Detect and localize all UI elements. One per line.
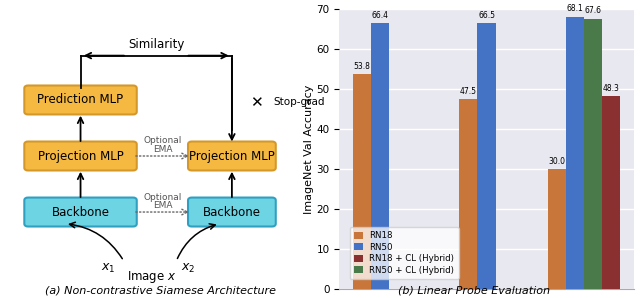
Text: Projection MLP: Projection MLP — [38, 150, 124, 162]
FancyBboxPatch shape — [188, 142, 276, 170]
Text: Similarity: Similarity — [128, 38, 184, 52]
Text: Optional: Optional — [143, 193, 182, 201]
Text: 66.4: 66.4 — [371, 11, 388, 20]
Text: Stop-grad: Stop-grad — [273, 97, 325, 107]
Legend: RN18, RN50, RN18 + CL (Hybrid), RN50 + CL (Hybrid): RN18, RN50, RN18 + CL (Hybrid), RN50 + C… — [349, 227, 459, 279]
Y-axis label: ImageNet Val Accuracy: ImageNet Val Accuracy — [304, 84, 314, 214]
Text: Backbone: Backbone — [52, 206, 109, 218]
FancyBboxPatch shape — [24, 142, 137, 170]
Text: Prediction MLP: Prediction MLP — [38, 94, 124, 106]
Text: 47.5: 47.5 — [460, 87, 477, 96]
Bar — [566, 17, 584, 289]
FancyBboxPatch shape — [188, 198, 276, 226]
Text: 53.8: 53.8 — [353, 62, 371, 71]
Bar — [371, 23, 389, 289]
Text: Backbone: Backbone — [203, 206, 261, 218]
Text: $x_1$: $x_1$ — [101, 262, 116, 275]
Text: 66.5: 66.5 — [478, 11, 495, 20]
Bar — [584, 18, 602, 289]
Text: EMA: EMA — [153, 201, 172, 210]
Text: Optional: Optional — [143, 136, 182, 145]
Text: 68.1: 68.1 — [566, 4, 583, 13]
Text: (a) Non-contrastive Siamese Architecture: (a) Non-contrastive Siamese Architecture — [45, 285, 276, 296]
Text: $x_2$: $x_2$ — [182, 262, 196, 275]
Bar — [602, 96, 620, 289]
Bar — [548, 169, 566, 289]
Bar — [460, 99, 477, 289]
Text: 67.6: 67.6 — [584, 6, 602, 15]
Bar — [477, 23, 495, 289]
Text: (b) Linear Probe Evaluation: (b) Linear Probe Evaluation — [397, 285, 550, 295]
Text: 48.3: 48.3 — [603, 83, 620, 93]
Text: EMA: EMA — [153, 145, 172, 154]
Bar — [353, 74, 371, 289]
Text: 30.0: 30.0 — [548, 157, 565, 166]
Text: Projection MLP: Projection MLP — [189, 150, 275, 162]
FancyBboxPatch shape — [24, 86, 137, 114]
Text: Image $x$: Image $x$ — [127, 269, 176, 285]
Text: ✕: ✕ — [250, 95, 263, 110]
FancyBboxPatch shape — [24, 198, 137, 226]
